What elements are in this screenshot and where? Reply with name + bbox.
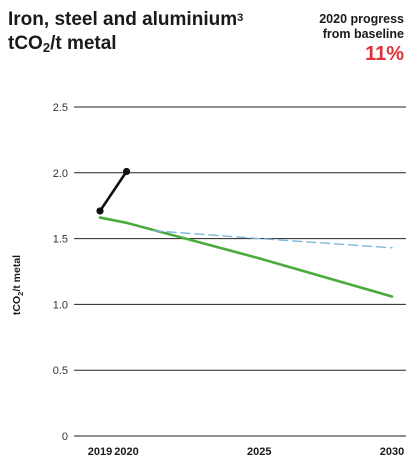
title-unit: tCO2/t metal bbox=[8, 33, 117, 55]
progress-callout: 2020 progress from baseline 11% bbox=[319, 12, 404, 66]
series-lines bbox=[96, 167, 394, 298]
y-tick-label: 1.5 bbox=[53, 234, 68, 246]
y-tick-label: 0.5 bbox=[53, 365, 68, 377]
x-tick-label: 2019 bbox=[88, 446, 112, 458]
x-tick-label: 2030 bbox=[380, 446, 404, 458]
y-axis-label: tCO2/t metal bbox=[11, 255, 25, 315]
series-line bbox=[98, 216, 394, 298]
progress-label-line-1: 2020 progress bbox=[319, 12, 404, 26]
chart-title: Iron, steel and aluminium3 tCO2/t metal bbox=[8, 8, 243, 57]
data-point bbox=[122, 167, 131, 176]
y-tick-label: 0 bbox=[62, 431, 68, 443]
footnote-marker: 3 bbox=[237, 12, 244, 24]
title-line-1: Iron, steel and aluminium3 bbox=[8, 9, 244, 30]
x-tick-label: 2020 bbox=[114, 446, 138, 458]
y-tick-label: 2.0 bbox=[53, 168, 68, 180]
y-axis-ticks: 0 0.5 1.0 1.5 2.0 2.5 bbox=[53, 102, 68, 443]
series-line bbox=[152, 230, 393, 249]
progress-label-line-2: from baseline bbox=[322, 27, 404, 41]
data-point bbox=[96, 207, 104, 215]
gridlines bbox=[74, 106, 406, 437]
y-tick-label: 2.5 bbox=[53, 102, 68, 114]
x-tick-label: 2025 bbox=[247, 446, 271, 458]
progress-value: 11% bbox=[365, 43, 404, 65]
y-tick-label: 1.0 bbox=[53, 299, 68, 311]
x-axis-ticks: 2019 2020 2025 2030 bbox=[88, 446, 404, 458]
series-line bbox=[98, 170, 128, 213]
